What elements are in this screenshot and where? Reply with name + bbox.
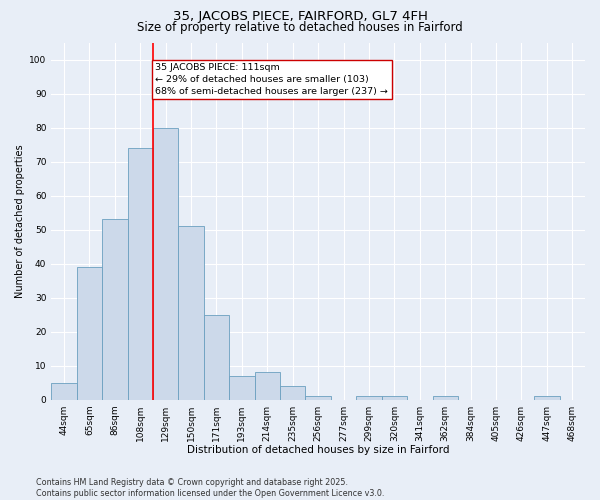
Bar [356,396,382,400]
Bar [102,220,128,400]
Bar [305,396,331,400]
Bar [382,396,407,400]
Bar [178,226,204,400]
Text: 35, JACOBS PIECE, FAIRFORD, GL7 4FH: 35, JACOBS PIECE, FAIRFORD, GL7 4FH [173,10,427,23]
Bar [280,386,305,400]
Bar [204,314,229,400]
Bar [534,396,560,400]
Bar [51,382,77,400]
Bar [128,148,153,400]
Text: Contains HM Land Registry data © Crown copyright and database right 2025.
Contai: Contains HM Land Registry data © Crown c… [36,478,385,498]
Text: 35 JACOBS PIECE: 111sqm
← 29% of detached houses are smaller (103)
68% of semi-d: 35 JACOBS PIECE: 111sqm ← 29% of detache… [155,63,388,96]
Bar [229,376,254,400]
Bar [77,267,102,400]
Bar [433,396,458,400]
Bar [153,128,178,400]
Y-axis label: Number of detached properties: Number of detached properties [15,144,25,298]
Bar [254,372,280,400]
X-axis label: Distribution of detached houses by size in Fairford: Distribution of detached houses by size … [187,445,449,455]
Text: Size of property relative to detached houses in Fairford: Size of property relative to detached ho… [137,22,463,35]
